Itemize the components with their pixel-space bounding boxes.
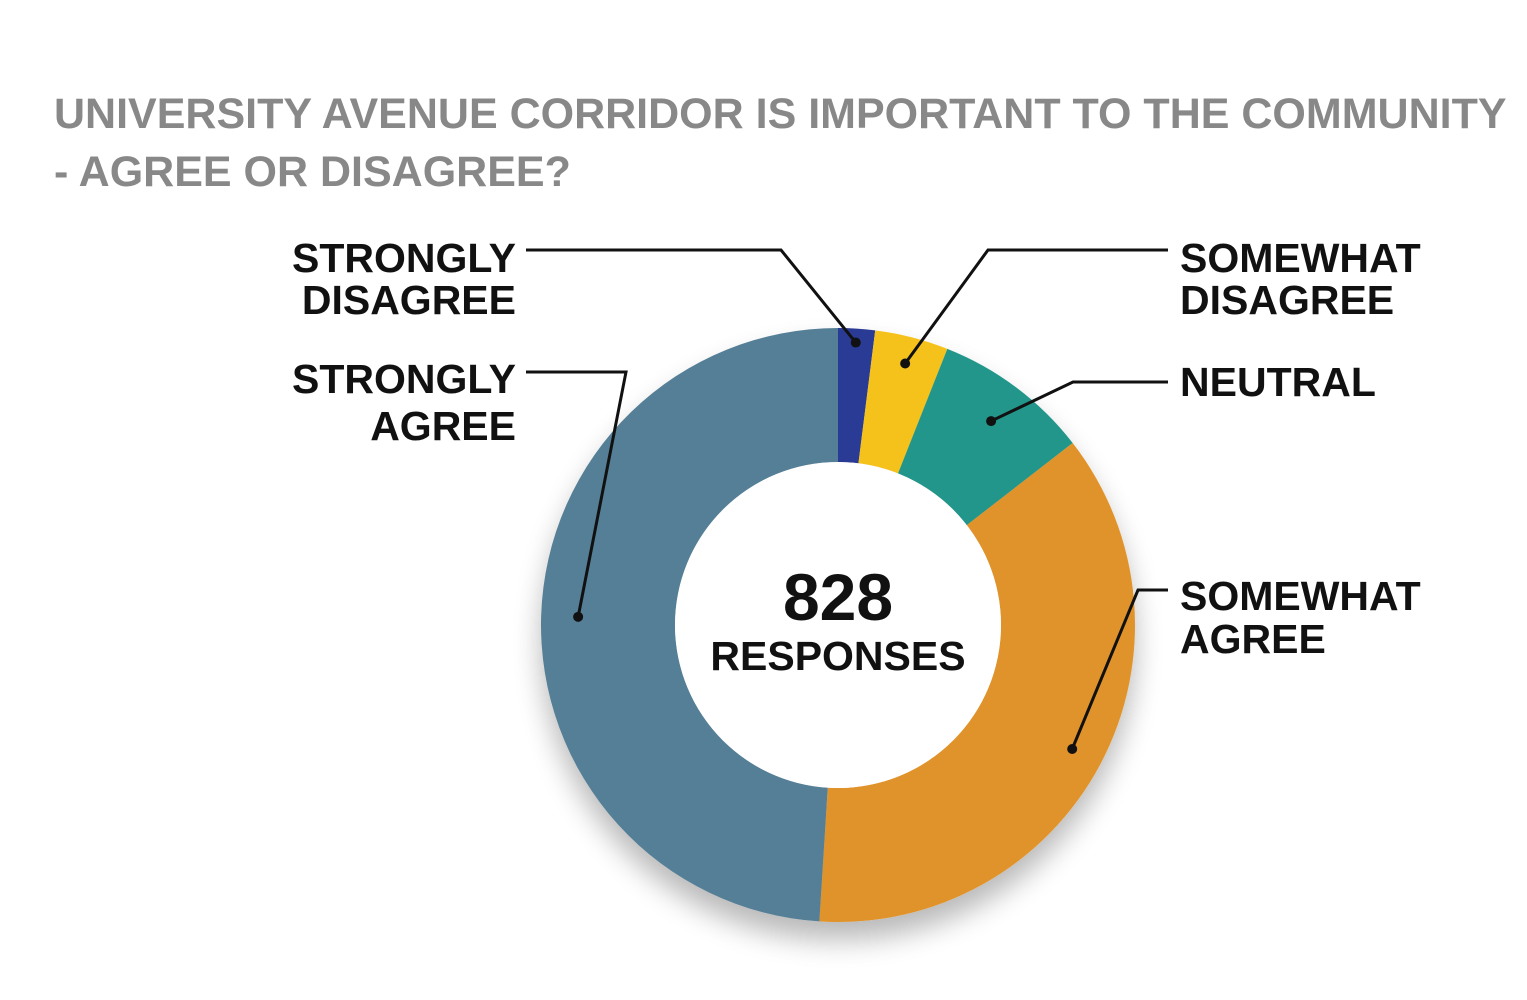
donut-slices [540, 328, 1135, 923]
center-label-text: RESPONSES [710, 633, 965, 679]
leader-dot-strongly-disagree [850, 337, 861, 348]
label-somewhat-disagree-line-2: DISAGREE [1180, 277, 1394, 323]
chart-title-line-1: UNIVERSITY AVENUE CORRIDOR IS IMPORTANT … [54, 90, 1507, 138]
leader-dot-strongly-agree [573, 611, 584, 622]
slice-strongly-disagree [838, 328, 876, 464]
label-strongly-agree-line-1: STRONGLY [292, 356, 516, 402]
label-somewhat-agree-line-1: SOMEWHAT [1180, 573, 1421, 619]
center-value: 828 [783, 560, 893, 634]
slice-neutral [898, 348, 1073, 526]
slice-somewhat-disagree [858, 330, 948, 474]
leader-dot-somewhat-agree [1067, 744, 1078, 755]
leader-line-somewhat-agree [1070, 588, 1168, 750]
donut-hole [675, 462, 1001, 788]
leader-line-neutral [990, 380, 1168, 423]
center-label: 828 RESPONSES [710, 560, 965, 679]
chart-title-line-2: - AGREE OR DISAGREE? [54, 148, 571, 196]
label-strongly-agree-line-2: AGREE [370, 403, 516, 449]
label-neutral-line-1: NEUTRAL [1180, 359, 1376, 405]
slice-labels: STRONGLY DISAGREE SOMEWHAT DISAGREE NEUT… [292, 235, 1421, 662]
slice-somewhat-agree [819, 442, 1135, 923]
leader-line-strongly-agree [526, 370, 628, 618]
chart-title: UNIVERSITY AVENUE CORRIDOR IS IMPORTANT … [54, 90, 1507, 196]
callout-lines [526, 248, 1168, 755]
leader-dot-somewhat-disagree [900, 358, 911, 369]
leader-line-somewhat-disagree [903, 248, 1168, 365]
leader-dot-neutral [986, 416, 997, 427]
label-somewhat-agree-line-2: AGREE [1180, 616, 1326, 662]
label-strongly-disagree-line-1: STRONGLY [292, 235, 516, 281]
leader-line-strongly-disagree [526, 248, 857, 344]
label-somewhat-disagree-line-1: SOMEWHAT [1180, 235, 1421, 281]
label-strongly-disagree-line-2: DISAGREE [302, 277, 516, 323]
slice-strongly-agree [540, 328, 838, 922]
